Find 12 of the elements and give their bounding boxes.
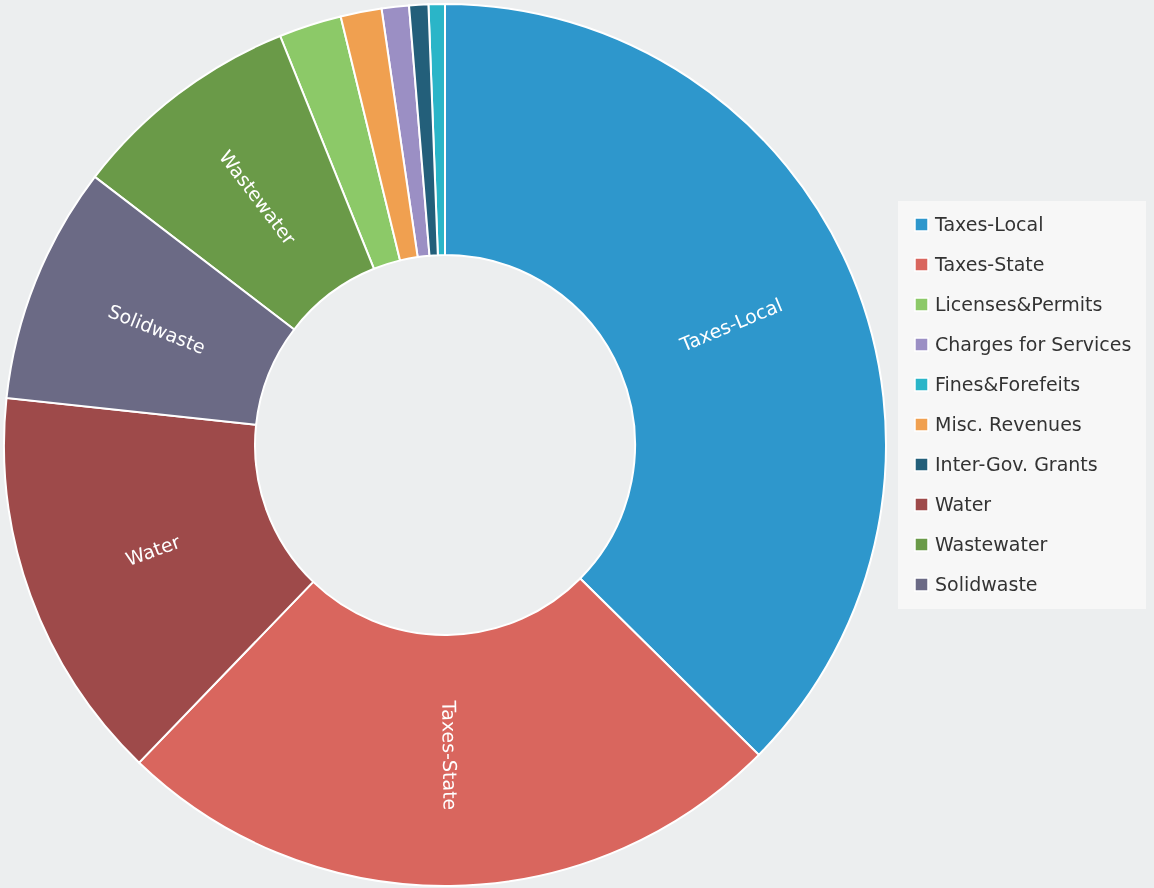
legend-label: Licenses&Permits bbox=[935, 292, 1103, 315]
legend-label: Taxes-Local bbox=[934, 212, 1044, 235]
legend-label: Solidwaste bbox=[935, 572, 1038, 595]
legend-label: Misc. Revenues bbox=[935, 412, 1082, 435]
legend-label: Water bbox=[935, 492, 992, 515]
slice-label: Taxes-State bbox=[438, 699, 462, 811]
slice-label: Water bbox=[122, 530, 184, 571]
legend-label: Taxes-State bbox=[934, 252, 1045, 275]
legend-label: Charges for Services bbox=[935, 332, 1132, 355]
legend-label: Inter-Gov. Grants bbox=[935, 452, 1098, 475]
legend-label: Fines&Forefeits bbox=[935, 372, 1081, 395]
legend-label: Wastewater bbox=[935, 532, 1048, 555]
